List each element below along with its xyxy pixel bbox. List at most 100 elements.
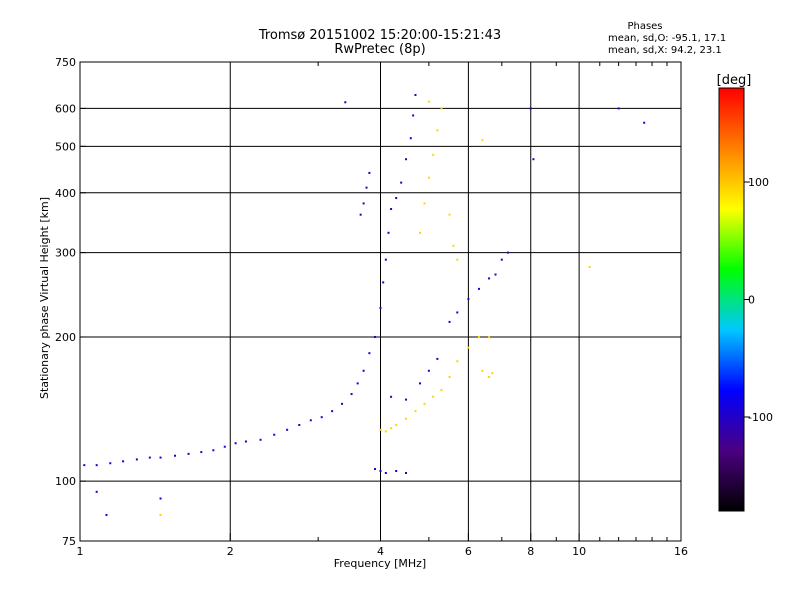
data-point bbox=[409, 137, 412, 140]
data-point bbox=[405, 398, 408, 401]
colorbar-tick-label: 0 bbox=[748, 294, 755, 307]
data-point bbox=[405, 158, 408, 161]
data-point bbox=[467, 346, 470, 349]
data-point bbox=[384, 258, 387, 261]
chart-title-line1: Tromsø 20151002 15:20:00-15:21:43 bbox=[258, 28, 501, 43]
grid-lines bbox=[80, 62, 681, 541]
data-point bbox=[159, 513, 162, 516]
data-point bbox=[395, 197, 398, 200]
data-point bbox=[379, 428, 382, 431]
axis-ticks bbox=[79, 61, 682, 542]
data-point bbox=[344, 101, 347, 104]
data-point bbox=[405, 471, 408, 474]
data-point bbox=[200, 451, 203, 454]
y-tick-labels: 75 100 200 300 400 500 600 750 bbox=[55, 56, 76, 548]
data-point bbox=[427, 369, 430, 372]
colorbar bbox=[718, 87, 745, 512]
data-point bbox=[588, 265, 591, 268]
data-point bbox=[488, 277, 491, 280]
data-point bbox=[419, 231, 422, 234]
data-point bbox=[244, 440, 247, 443]
data-point bbox=[320, 416, 323, 419]
data-point bbox=[83, 464, 86, 467]
data-point bbox=[481, 139, 484, 142]
data-point bbox=[135, 458, 138, 461]
data-point bbox=[368, 352, 371, 355]
data-point bbox=[414, 410, 417, 413]
data-points bbox=[83, 93, 646, 516]
data-point bbox=[273, 433, 276, 436]
data-point bbox=[159, 456, 162, 459]
data-point bbox=[356, 382, 359, 385]
data-point bbox=[436, 357, 439, 360]
data-point bbox=[488, 335, 491, 338]
data-point bbox=[374, 468, 377, 471]
phases-line-o: mean, sd,O: -95.1, 17.1 bbox=[608, 33, 726, 44]
data-point bbox=[286, 428, 289, 431]
data-point bbox=[368, 171, 371, 174]
data-point bbox=[374, 335, 377, 338]
data-point bbox=[212, 449, 215, 452]
y-tick-label: 750 bbox=[55, 56, 76, 69]
data-point bbox=[477, 287, 480, 290]
colorbar-tick-label: 100 bbox=[748, 176, 769, 189]
y-tick-label: 100 bbox=[55, 475, 76, 488]
data-point bbox=[427, 100, 430, 103]
x-tick-label: 8 bbox=[527, 545, 534, 558]
data-point bbox=[448, 213, 451, 216]
data-point bbox=[448, 320, 451, 323]
y-tick-label: 400 bbox=[55, 187, 76, 200]
colorbar-tick-label: -100 bbox=[748, 411, 773, 424]
x-tick-label: 10 bbox=[572, 545, 586, 558]
chart-title-line2: RwPretec (8p) bbox=[334, 42, 425, 57]
data-point bbox=[412, 114, 415, 117]
data-point bbox=[440, 107, 443, 110]
data-point bbox=[423, 202, 426, 205]
data-point bbox=[477, 335, 480, 338]
data-point bbox=[395, 423, 398, 426]
data-point bbox=[414, 93, 417, 96]
phases-line-x: mean, sd,X: 94.2, 23.1 bbox=[608, 45, 722, 56]
data-point bbox=[109, 462, 112, 465]
data-point bbox=[331, 410, 334, 413]
data-point bbox=[390, 207, 393, 210]
data-point bbox=[159, 497, 162, 500]
data-point bbox=[390, 395, 393, 398]
x-axis-label: Frequency [MHz] bbox=[334, 557, 426, 570]
x-tick-labels: 1 2 4 6 8 10 16 bbox=[77, 545, 689, 558]
data-point bbox=[529, 107, 532, 110]
data-point bbox=[95, 490, 98, 493]
data-point bbox=[456, 311, 459, 314]
x-tick-label: 4 bbox=[377, 545, 384, 558]
data-point bbox=[365, 186, 368, 189]
x-tick-label: 1 bbox=[77, 545, 84, 558]
x-tick-label: 6 bbox=[465, 545, 472, 558]
data-point bbox=[359, 213, 362, 216]
data-point bbox=[500, 258, 503, 261]
data-point bbox=[223, 445, 226, 448]
data-point bbox=[506, 251, 509, 254]
colorbar-label: [deg] bbox=[717, 73, 752, 88]
data-point bbox=[395, 470, 398, 473]
phases-title: Phases bbox=[627, 21, 662, 32]
data-point bbox=[491, 372, 494, 375]
data-point bbox=[532, 158, 535, 161]
y-tick-label: 300 bbox=[55, 247, 76, 260]
data-point bbox=[309, 419, 312, 422]
data-point bbox=[122, 460, 125, 463]
data-point bbox=[436, 129, 439, 132]
data-point bbox=[259, 438, 262, 441]
data-point bbox=[488, 375, 491, 378]
data-point bbox=[400, 181, 403, 184]
data-point bbox=[187, 452, 190, 455]
data-point bbox=[384, 430, 387, 433]
data-point bbox=[419, 382, 422, 385]
data-point bbox=[432, 153, 435, 156]
data-point bbox=[643, 121, 646, 124]
data-point bbox=[341, 402, 344, 405]
data-point bbox=[387, 231, 390, 234]
data-point bbox=[384, 471, 387, 474]
data-point bbox=[95, 464, 98, 467]
data-point bbox=[456, 258, 459, 261]
